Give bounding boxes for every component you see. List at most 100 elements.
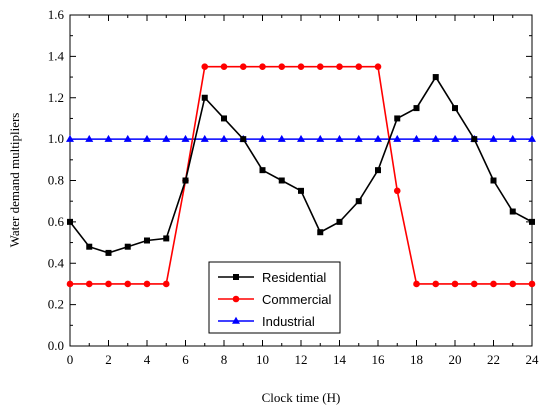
y-tick-label: 0.4 [48,255,65,270]
commercial-point [509,280,517,288]
y-tick-label: 0.6 [48,214,65,229]
industrial-point [412,134,421,142]
commercial-point [451,280,459,288]
industrial-point [123,134,132,142]
y-tick-label: 0.0 [48,338,64,353]
industrial-point [528,134,536,142]
y-tick-label: 0.8 [48,173,64,188]
series-residential [67,74,535,256]
x-tick-label: 22 [487,352,500,367]
industrial-point [200,134,209,142]
y-tick-label: 1.2 [48,90,64,105]
commercial-point [105,280,112,288]
industrial-point [508,134,517,142]
series-commercial [66,63,536,288]
residential-point [471,136,478,143]
commercial-point [259,63,266,71]
commercial-point [85,280,93,288]
industrial-point [104,134,113,142]
industrial-point [374,134,382,142]
x-tick-label: 18 [410,352,423,367]
commercial-point [528,280,536,288]
legend-label: Industrial [262,314,315,329]
industrial-point [220,134,228,142]
x-tick-label: 10 [256,352,269,367]
residential-point [105,249,112,256]
industrial-point [451,134,459,142]
residential-point [298,187,304,194]
commercial-point [124,280,132,288]
legend-marker [232,295,240,303]
legend-item-commercial: Commercial [218,292,331,307]
commercial-point [432,280,440,288]
residential-point [201,94,208,101]
residential-point [124,243,131,250]
industrial-point [143,134,151,142]
industrial-point [66,134,74,142]
residential-point [144,237,150,244]
commercial-point [143,280,151,288]
legend: Residential Commercial Industrial [208,261,341,334]
commercial-point [66,280,74,288]
residential-point [182,177,189,184]
industrial-point [297,134,305,142]
x-tick-label: 14 [333,352,347,367]
x-tick-label: 4 [144,352,151,367]
residential-point [278,177,285,184]
residential-point [509,208,516,215]
x-tick-label: 0 [67,352,74,367]
commercial-point [201,63,209,71]
residential-point [452,105,458,112]
x-tick-label: 24 [526,352,540,367]
industrial-point [354,134,363,142]
commercial-point [470,280,478,288]
residential-point [413,105,420,112]
x-tick-label: 2 [105,352,112,367]
residential-point [490,177,497,184]
legend-marker [232,316,240,324]
commercial-point [162,280,170,288]
x-tick-label: 16 [372,352,386,367]
residential-point [163,235,170,242]
commercial-point [278,63,286,71]
x-tick-label: 6 [182,352,189,367]
x-axis: 0 2 4 6 8 10 12 14 16 18 20 22 24 [67,15,539,367]
y-axis-title: Water demand multipliers [7,113,22,248]
legend-items: Residential Commercial Industrial [218,270,331,329]
residential-point [259,167,266,174]
industrial-point [162,134,171,142]
residential-point [317,229,324,236]
residential-point [240,136,247,143]
legend-item-residential: Residential [218,270,326,285]
industrial-point [316,134,325,142]
y-tick-label: 1.6 [48,7,65,22]
residential-point [355,198,362,205]
industrial-point [335,134,344,142]
x-tick-label: 20 [449,352,462,367]
residential-point [221,115,227,122]
x-axis-title: Clock time (H) [262,390,341,405]
legend-marker [233,274,239,280]
residential-point [529,218,535,225]
x-tick-label: 12 [295,352,308,367]
commercial-point [239,63,247,71]
residential-point [86,243,93,250]
commercial-point [490,280,497,288]
industrial-point [393,134,402,142]
commercial-point [297,63,305,71]
industrial-point [258,134,267,142]
legend-label: Residential [262,270,326,285]
commercial-point [220,63,228,71]
legend-item-industrial: Industrial [218,314,315,329]
industrial-point [181,134,190,142]
residential-point [67,218,73,225]
commercial-point [316,63,324,71]
y-tick-label: 1.0 [48,131,64,146]
residential-point [394,115,401,122]
commercial-point [393,187,401,195]
residential-point [375,167,381,174]
y-tick-label: 0.2 [48,297,64,312]
residential-point [336,218,343,225]
x-tick-label: 8 [221,352,228,367]
